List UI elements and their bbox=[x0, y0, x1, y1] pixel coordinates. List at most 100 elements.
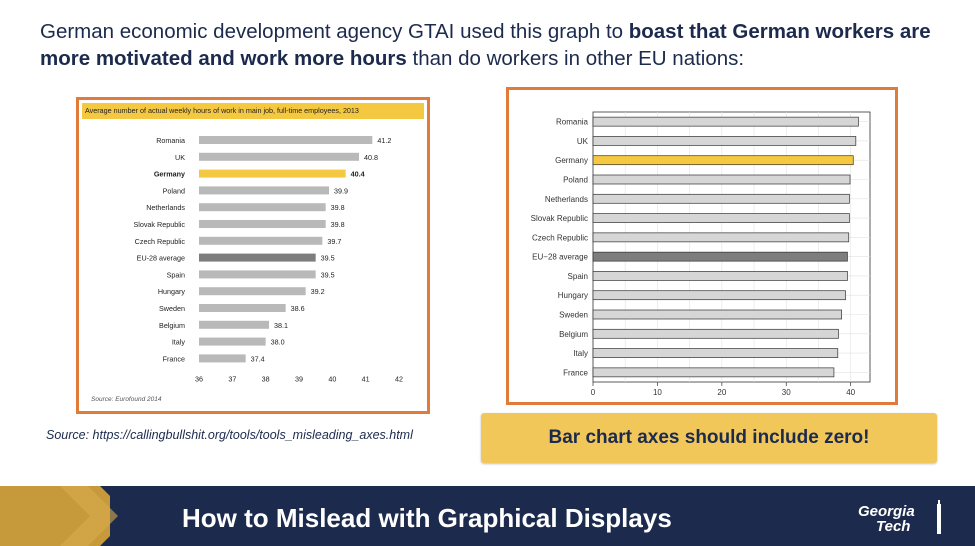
footer-bar: How to Mislead with Graphical Displays G… bbox=[0, 486, 975, 546]
x-tick-20: 20 bbox=[717, 388, 726, 397]
value-label-belgium: 38.1 bbox=[274, 321, 288, 330]
category-label-netherlands: Netherlands bbox=[545, 195, 588, 204]
x-tick-41: 41 bbox=[362, 374, 370, 383]
category-label-romania: Romania bbox=[556, 118, 589, 127]
category-label-france: France bbox=[563, 368, 588, 377]
x-tick-36: 36 bbox=[195, 374, 203, 383]
bar-spain bbox=[199, 270, 316, 279]
value-label-slovak-republic: 39.8 bbox=[331, 220, 345, 229]
bar-eu-28-average bbox=[592, 251, 848, 262]
value-label-poland: 39.9 bbox=[334, 186, 348, 195]
bar-hungary bbox=[199, 287, 306, 296]
x-tick-38: 38 bbox=[262, 374, 270, 383]
category-label-eu-28-average: EU−28 average bbox=[532, 253, 588, 262]
bar-romania bbox=[199, 136, 373, 144]
original-chart-source: Source: Eurofound 2014 bbox=[91, 396, 162, 403]
original-chart-frame: Average number of actual weekly hours of… bbox=[76, 97, 430, 414]
value-label-sweden: 38.6 bbox=[291, 304, 305, 313]
bar-netherlands bbox=[592, 193, 850, 204]
original-chart-title: Average number of actual weekly hours of… bbox=[82, 103, 424, 119]
bar-spain bbox=[592, 271, 848, 281]
x-tick-39: 39 bbox=[295, 374, 303, 383]
source-caption: Source: https://callingbullshit.org/tool… bbox=[46, 428, 413, 442]
headline-part-3: than do workers in other EU nations: bbox=[406, 47, 745, 70]
category-label-netherlands: Netherlands bbox=[146, 203, 185, 212]
category-label-germany: Germany bbox=[154, 170, 185, 179]
bar-belgium bbox=[199, 320, 269, 329]
value-label-france: 37.4 bbox=[251, 354, 265, 363]
category-label-poland: Poland bbox=[563, 176, 588, 185]
value-label-netherlands: 39.8 bbox=[331, 203, 345, 212]
bar-germany bbox=[592, 155, 854, 166]
tech-tower-icon bbox=[937, 500, 941, 534]
bar-france bbox=[592, 367, 835, 378]
category-label-belgium: Belgium bbox=[159, 321, 185, 330]
category-label-spain: Spain bbox=[568, 272, 588, 281]
category-label-germany: Germany bbox=[555, 156, 588, 165]
bar-uk bbox=[592, 136, 857, 146]
category-label-spain: Spain bbox=[167, 270, 185, 279]
bar-slovak-republic bbox=[592, 213, 850, 223]
x-tick-37: 37 bbox=[228, 374, 236, 383]
bar-italy bbox=[199, 337, 266, 346]
plot-area bbox=[592, 111, 871, 383]
footer-chevron-icon bbox=[60, 486, 158, 546]
value-label-czech-republic: 39.7 bbox=[327, 237, 341, 246]
category-label-hungary: Hungary bbox=[158, 287, 186, 296]
zero-based-bar-chart: Romania UK Germany Poland Netherlands Slovak … bbox=[531, 111, 871, 397]
category-label-france: France bbox=[163, 354, 185, 363]
bar-netherlands bbox=[199, 203, 326, 212]
x-tick-42: 42 bbox=[395, 374, 403, 383]
bar-poland bbox=[592, 174, 851, 185]
bar-uk bbox=[199, 152, 359, 161]
category-label-hungary: Hungary bbox=[558, 291, 588, 300]
x-tick-40: 40 bbox=[328, 374, 336, 383]
category-label-sweden: Sweden bbox=[559, 311, 588, 320]
bar-czech-republic bbox=[199, 236, 323, 245]
category-label-poland: Poland bbox=[163, 186, 185, 195]
category-label-uk: UK bbox=[577, 137, 589, 146]
bar-czech-republic bbox=[592, 232, 850, 243]
original-bar-chart: Romania 41.2 UK 40.8 Germany 40.4 Poland 39.9 Ne… bbox=[133, 136, 403, 383]
category-label-czech-republic: Czech Republic bbox=[532, 233, 588, 242]
category-label-belgium: Belgium bbox=[559, 330, 588, 339]
bar-germany bbox=[199, 169, 346, 178]
callout-box: Bar chart axes should include zero! bbox=[481, 413, 937, 463]
headline-part-1: German economic development agency GTAI … bbox=[40, 20, 629, 43]
category-label-czech-republic: Czech Republic bbox=[135, 237, 186, 246]
logo-line-1: Georgia bbox=[858, 503, 915, 520]
x-tick-10: 10 bbox=[653, 388, 662, 397]
slide-headline: German economic development agency GTAI … bbox=[40, 18, 940, 72]
zero-based-chart-frame: Romania UK Germany Poland Netherlands Slovak … bbox=[506, 87, 898, 405]
category-label-slovak-republic: Slovak Republic bbox=[133, 220, 185, 229]
category-label-italy: Italy bbox=[172, 338, 186, 347]
bar-slovak-republic bbox=[199, 220, 326, 228]
value-label-italy: 38.0 bbox=[271, 338, 285, 347]
category-label-eu-28-average: EU-28 average bbox=[137, 254, 185, 263]
value-label-romania: 41.2 bbox=[377, 136, 391, 145]
category-label-slovak-republic: Slovak Republic bbox=[531, 214, 588, 223]
bar-hungary bbox=[592, 290, 846, 301]
bar-sweden bbox=[199, 304, 286, 312]
x-tick-30: 30 bbox=[782, 388, 791, 397]
x-tick-0: 0 bbox=[591, 388, 596, 397]
bar-sweden bbox=[592, 309, 843, 320]
category-label-uk: UK bbox=[175, 153, 185, 162]
footer-title: How to Mislead with Graphical Displays bbox=[182, 503, 672, 533]
x-tick-40: 40 bbox=[846, 388, 855, 397]
category-label-romania: Romania bbox=[156, 136, 185, 145]
value-label-uk: 40.8 bbox=[364, 153, 378, 162]
bar-italy bbox=[592, 348, 839, 358]
logo-line-2: Tech bbox=[876, 518, 911, 535]
category-label-sweden: Sweden bbox=[159, 304, 185, 313]
bar-poland bbox=[199, 186, 329, 195]
category-label-italy: Italy bbox=[573, 349, 588, 358]
value-label-hungary: 39.2 bbox=[311, 287, 325, 296]
headline-part-2: boast that German workers are more motiv… bbox=[40, 20, 931, 70]
georgia-tech-logo: Georgia Tech bbox=[858, 504, 915, 534]
value-label-germany: 40.4 bbox=[351, 170, 365, 179]
callout-text: Bar chart axes should include zero! bbox=[548, 427, 870, 448]
value-label-eu-28-average: 39.5 bbox=[321, 254, 335, 263]
bar-romania bbox=[592, 116, 859, 127]
value-label-spain: 39.5 bbox=[321, 270, 335, 279]
